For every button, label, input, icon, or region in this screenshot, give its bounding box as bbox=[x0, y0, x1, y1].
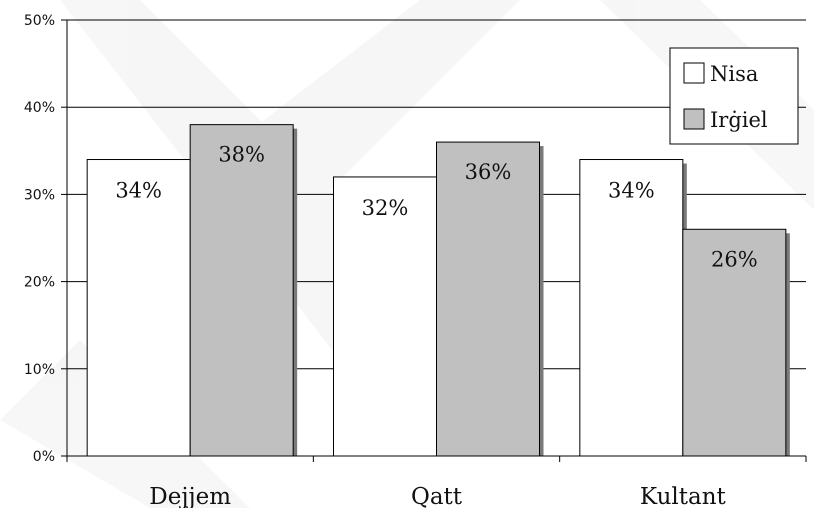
x-axis-labels: Dejjem Qatt Kultant bbox=[149, 484, 726, 508]
y-tick-label: 30% bbox=[24, 187, 55, 203]
legend-label: Nisa bbox=[710, 62, 758, 86]
bar bbox=[333, 176, 437, 457]
data-label: 26% bbox=[711, 247, 758, 271]
category-label: Qatt bbox=[411, 484, 463, 508]
y-tick-label: 50% bbox=[24, 13, 55, 29]
y-axis-ticks: 0% 10% 20% 30% 40% 50% bbox=[24, 13, 55, 465]
legend: Nisa Irġiel bbox=[669, 47, 799, 145]
category-label: Dejjem bbox=[149, 484, 231, 508]
bar bbox=[86, 159, 191, 457]
legend-label: Irġiel bbox=[710, 108, 768, 132]
bar bbox=[682, 228, 787, 457]
legend-swatch bbox=[683, 108, 705, 130]
data-label: 34% bbox=[608, 179, 655, 203]
bar bbox=[189, 124, 294, 457]
bars bbox=[86, 124, 790, 457]
data-labels: 34% 38% 32% 36% 34% 26% bbox=[115, 143, 757, 272]
y-tick-label: 0% bbox=[33, 449, 55, 465]
y-tick-label: 20% bbox=[24, 275, 55, 291]
y-tick-label: 10% bbox=[24, 362, 55, 378]
data-label: 38% bbox=[218, 143, 265, 167]
legend-swatch bbox=[683, 62, 705, 84]
y-tick-label: 40% bbox=[24, 100, 55, 116]
data-label: 36% bbox=[465, 160, 512, 184]
bar bbox=[436, 141, 540, 457]
bar bbox=[579, 159, 684, 457]
data-label: 34% bbox=[115, 179, 162, 203]
data-label: 32% bbox=[362, 196, 409, 220]
axes bbox=[61, 19, 807, 462]
category-label: Kultant bbox=[640, 484, 727, 508]
